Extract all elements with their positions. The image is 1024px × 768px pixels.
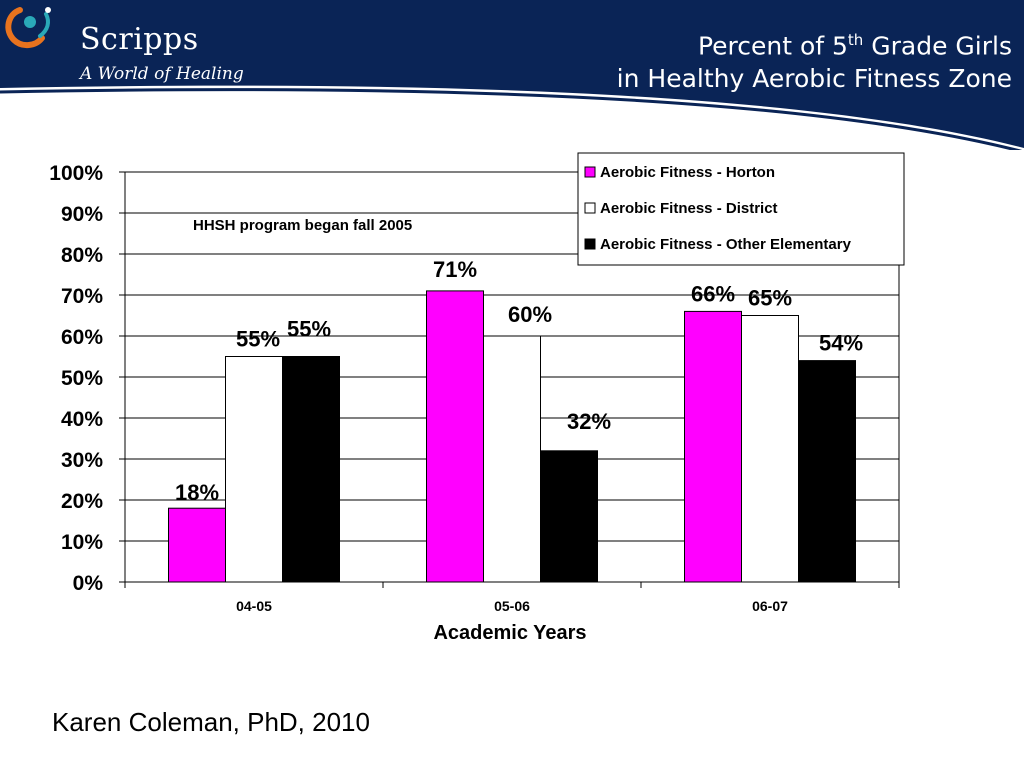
bar [484, 336, 541, 582]
legend-label: Aerobic Fitness - District [600, 200, 778, 217]
legend-swatch [585, 239, 595, 249]
bar [685, 311, 742, 582]
bar [799, 361, 856, 582]
title-line-1: Percent of 5th Grade Girls [452, 24, 1012, 62]
chart-annotation: HHSH program began fall 2005 [193, 217, 412, 234]
data-label: 66% [691, 281, 735, 306]
y-tick-label: 20% [61, 490, 103, 513]
data-label: 55% [236, 327, 280, 352]
data-label: 55% [287, 317, 331, 342]
y-tick-label: 100% [49, 162, 103, 185]
x-tick-label: 04-05 [236, 598, 272, 614]
legend-label: Aerobic Fitness - Other Elementary [600, 236, 852, 253]
y-tick-label: 30% [61, 449, 103, 472]
data-label: 18% [175, 480, 219, 505]
data-label: 65% [748, 286, 792, 311]
y-tick-label: 40% [61, 408, 103, 431]
x-axis-label: Academic Years [433, 622, 586, 644]
scripps-logo-icon [0, 0, 58, 52]
bar [283, 357, 340, 583]
bar [169, 508, 226, 582]
legend-label: Aerobic Fitness - Horton [600, 164, 775, 181]
data-label: 32% [567, 409, 611, 434]
y-tick-label: 70% [61, 285, 103, 308]
slide-header: Scripps A World of Healing Percent of 5t… [0, 0, 1024, 150]
y-tick-label: 0% [73, 572, 104, 595]
bar [427, 291, 484, 582]
x-tick-label: 05-06 [494, 598, 530, 614]
brand-tagline: A World of Healing [80, 64, 244, 84]
legend-swatch [585, 203, 595, 213]
legend-swatch [585, 167, 595, 177]
data-label: 71% [433, 257, 477, 282]
y-tick-label: 60% [61, 326, 103, 349]
bar [226, 357, 283, 583]
bar [541, 451, 598, 582]
title-line-2: in Healthy Aerobic Fitness Zone [452, 62, 1012, 95]
y-tick-label: 80% [61, 244, 103, 267]
data-label: 60% [508, 302, 552, 327]
x-tick-label: 06-07 [752, 598, 788, 614]
bar [742, 316, 799, 583]
data-label: 54% [819, 331, 863, 356]
y-tick-label: 90% [61, 203, 103, 226]
y-tick-label: 10% [61, 531, 103, 554]
bar-chart: 0% 10% 20% 30% 40% 50% 60% 70% 80% 90% 100% 04-05 05… [0, 140, 1024, 660]
y-tick-label: 50% [61, 367, 103, 390]
slide-title: Percent of 5th Grade Girls in Healthy Ae… [452, 24, 1012, 95]
slide-caption: Karen Coleman, PhD, 2010 [52, 707, 370, 738]
brand-name: Scripps [80, 22, 199, 57]
